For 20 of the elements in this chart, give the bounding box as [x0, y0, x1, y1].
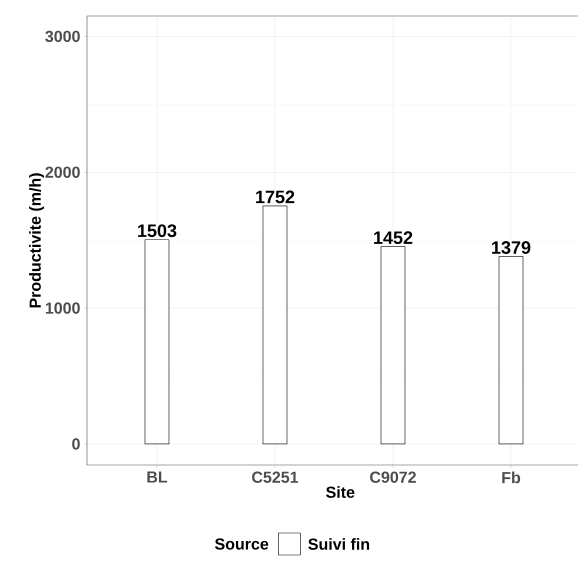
y-tick-label: 1000 [46, 302, 80, 314]
x-tick-label: Fb [502, 472, 520, 484]
x-tick-label: C5251 [252, 472, 298, 483]
data-label: 1379 [492, 241, 530, 254]
x-tick-label: C9072 [370, 472, 416, 483]
legend-title: Source [214, 538, 268, 550]
bar [380, 246, 406, 444]
y-tick-label: 3000 [45, 30, 80, 42]
y-tick-label: 2000 [45, 166, 80, 178]
x-axis-title: Site [326, 486, 354, 498]
bar [498, 256, 524, 444]
data-label: 1452 [374, 231, 412, 244]
data-label: 1503 [138, 224, 176, 238]
y-tick-label: 0 [72, 438, 80, 450]
bar [144, 239, 170, 444]
y-axis-title: Productivite (m/h) [29, 173, 44, 308]
legend-label: Suivi fin [308, 538, 370, 550]
x-tick-label: BL [147, 472, 168, 483]
bar [262, 206, 288, 444]
data-label: 1752 [256, 190, 294, 204]
